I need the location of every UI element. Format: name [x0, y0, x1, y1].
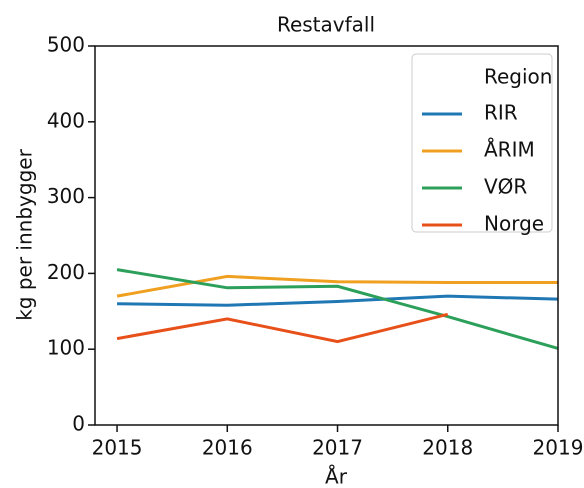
y-axis-label: kg per innbygger [13, 148, 37, 320]
x-tick-label: 2016 [202, 436, 253, 460]
plot-frame [94, 45, 559, 426]
line [116, 268, 559, 350]
legend-label: RIR [484, 101, 518, 125]
legend-label: VØR [484, 175, 527, 199]
x-axis-label: År [325, 465, 348, 488]
y-tick-label: 500 [47, 33, 85, 57]
legend-label: Norge [484, 212, 544, 236]
line [116, 312, 449, 344]
legend-title: Region [484, 65, 552, 89]
chart-title: Restavfall [277, 13, 375, 37]
y-tick-label: 100 [47, 336, 85, 360]
line [117, 294, 559, 307]
y-tick-label: 300 [47, 184, 85, 208]
x-tick-label: 2015 [92, 436, 143, 460]
y-tick-label: 400 [47, 108, 85, 132]
y-tick-label: 200 [47, 260, 85, 284]
legend-label: ÅRIM [484, 138, 535, 162]
y-tick-label: 0 [72, 412, 85, 436]
x-tick-label: 2017 [312, 436, 363, 460]
x-tick-label: 2019 [533, 436, 584, 460]
x-tick-label: 2018 [422, 436, 473, 460]
